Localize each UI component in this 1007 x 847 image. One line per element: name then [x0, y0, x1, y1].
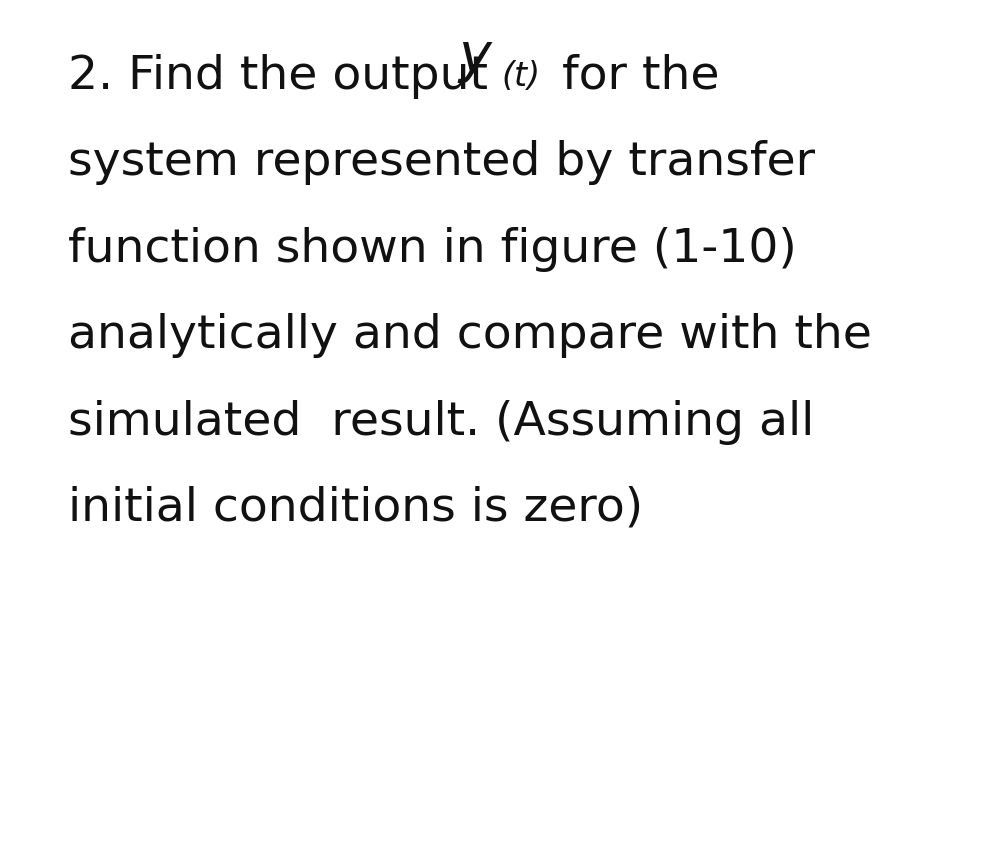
Text: for the: for the — [562, 54, 719, 99]
Text: system represented by transfer: system represented by transfer — [68, 141, 816, 185]
Text: (t): (t) — [501, 60, 541, 93]
Text: simulated  result. (Assuming all: simulated result. (Assuming all — [68, 400, 815, 445]
Text: analytically and compare with the: analytically and compare with the — [68, 313, 872, 358]
Text: initial conditions is zero): initial conditions is zero) — [68, 486, 643, 531]
Text: y: y — [458, 30, 491, 83]
Text: 2. Find the output: 2. Find the output — [68, 54, 488, 99]
Text: function shown in figure (1-10): function shown in figure (1-10) — [68, 227, 798, 272]
